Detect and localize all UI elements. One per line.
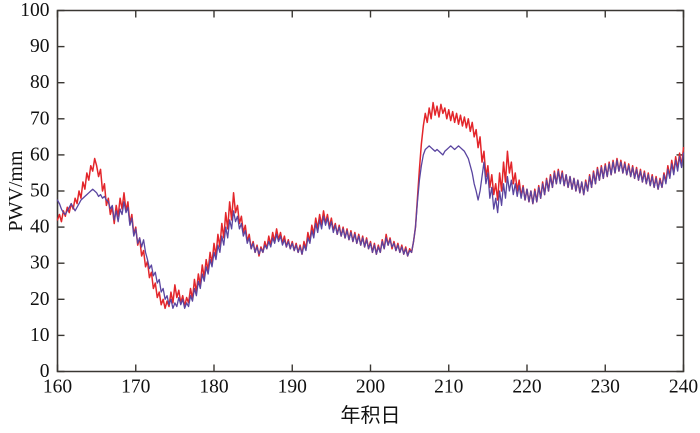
y-tick-label: 80 — [30, 72, 50, 93]
series-blue — [56, 145, 685, 309]
series-red — [56, 101, 685, 310]
y-tick-label: 70 — [30, 108, 50, 129]
y-tick-label: 20 — [30, 289, 50, 310]
x-axis-title: 年积日 — [341, 404, 401, 427]
x-tick-label: 160 — [43, 376, 72, 397]
x-tick-label: 220 — [512, 376, 541, 397]
y-tick-label: 10 — [30, 325, 50, 346]
axis-frame — [56, 9, 685, 373]
axis-ticks — [56, 9, 685, 373]
y-tick-label: 50 — [30, 180, 50, 201]
x-tick-label: 170 — [121, 376, 150, 397]
axis-tick-labels: 0 10 20 30 40 50 60 70 80 90 100 160 170 180 190 200 210… — [20, 0, 698, 397]
y-axis-title: PWV/mm — [5, 150, 27, 232]
y-tick-label: 90 — [30, 36, 50, 57]
x-tick-label: 210 — [434, 376, 463, 397]
x-tick-label: 180 — [199, 376, 228, 397]
y-tick-label: 60 — [30, 144, 50, 165]
data-series-group — [56, 101, 685, 310]
x-tick-label: 200 — [356, 376, 385, 397]
y-tick-label: 30 — [30, 253, 50, 274]
y-tick-label: 0 — [40, 361, 50, 382]
y-tick-label: 40 — [30, 217, 50, 238]
x-tick-label: 190 — [278, 376, 307, 397]
x-tick-label: 230 — [591, 376, 620, 397]
x-tick-label: 240 — [669, 376, 698, 397]
y-tick-label: 100 — [20, 0, 49, 21]
